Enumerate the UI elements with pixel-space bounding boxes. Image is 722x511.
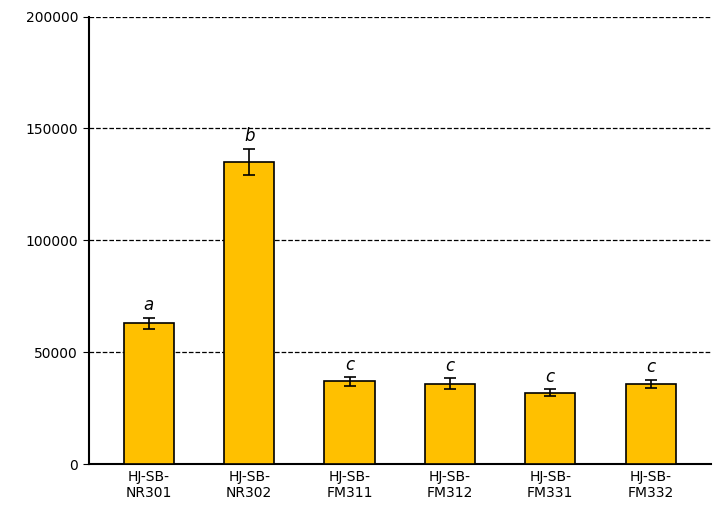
- Text: c: c: [345, 356, 354, 374]
- Text: c: c: [646, 358, 656, 376]
- Bar: [224, 162, 274, 464]
- Bar: [123, 323, 174, 464]
- Text: c: c: [445, 357, 454, 375]
- Text: a: a: [144, 296, 154, 314]
- Bar: [525, 392, 575, 464]
- Text: c: c: [546, 368, 555, 386]
- Bar: [425, 384, 475, 464]
- Text: b: b: [244, 127, 254, 145]
- Bar: [625, 384, 676, 464]
- Bar: [324, 381, 375, 464]
